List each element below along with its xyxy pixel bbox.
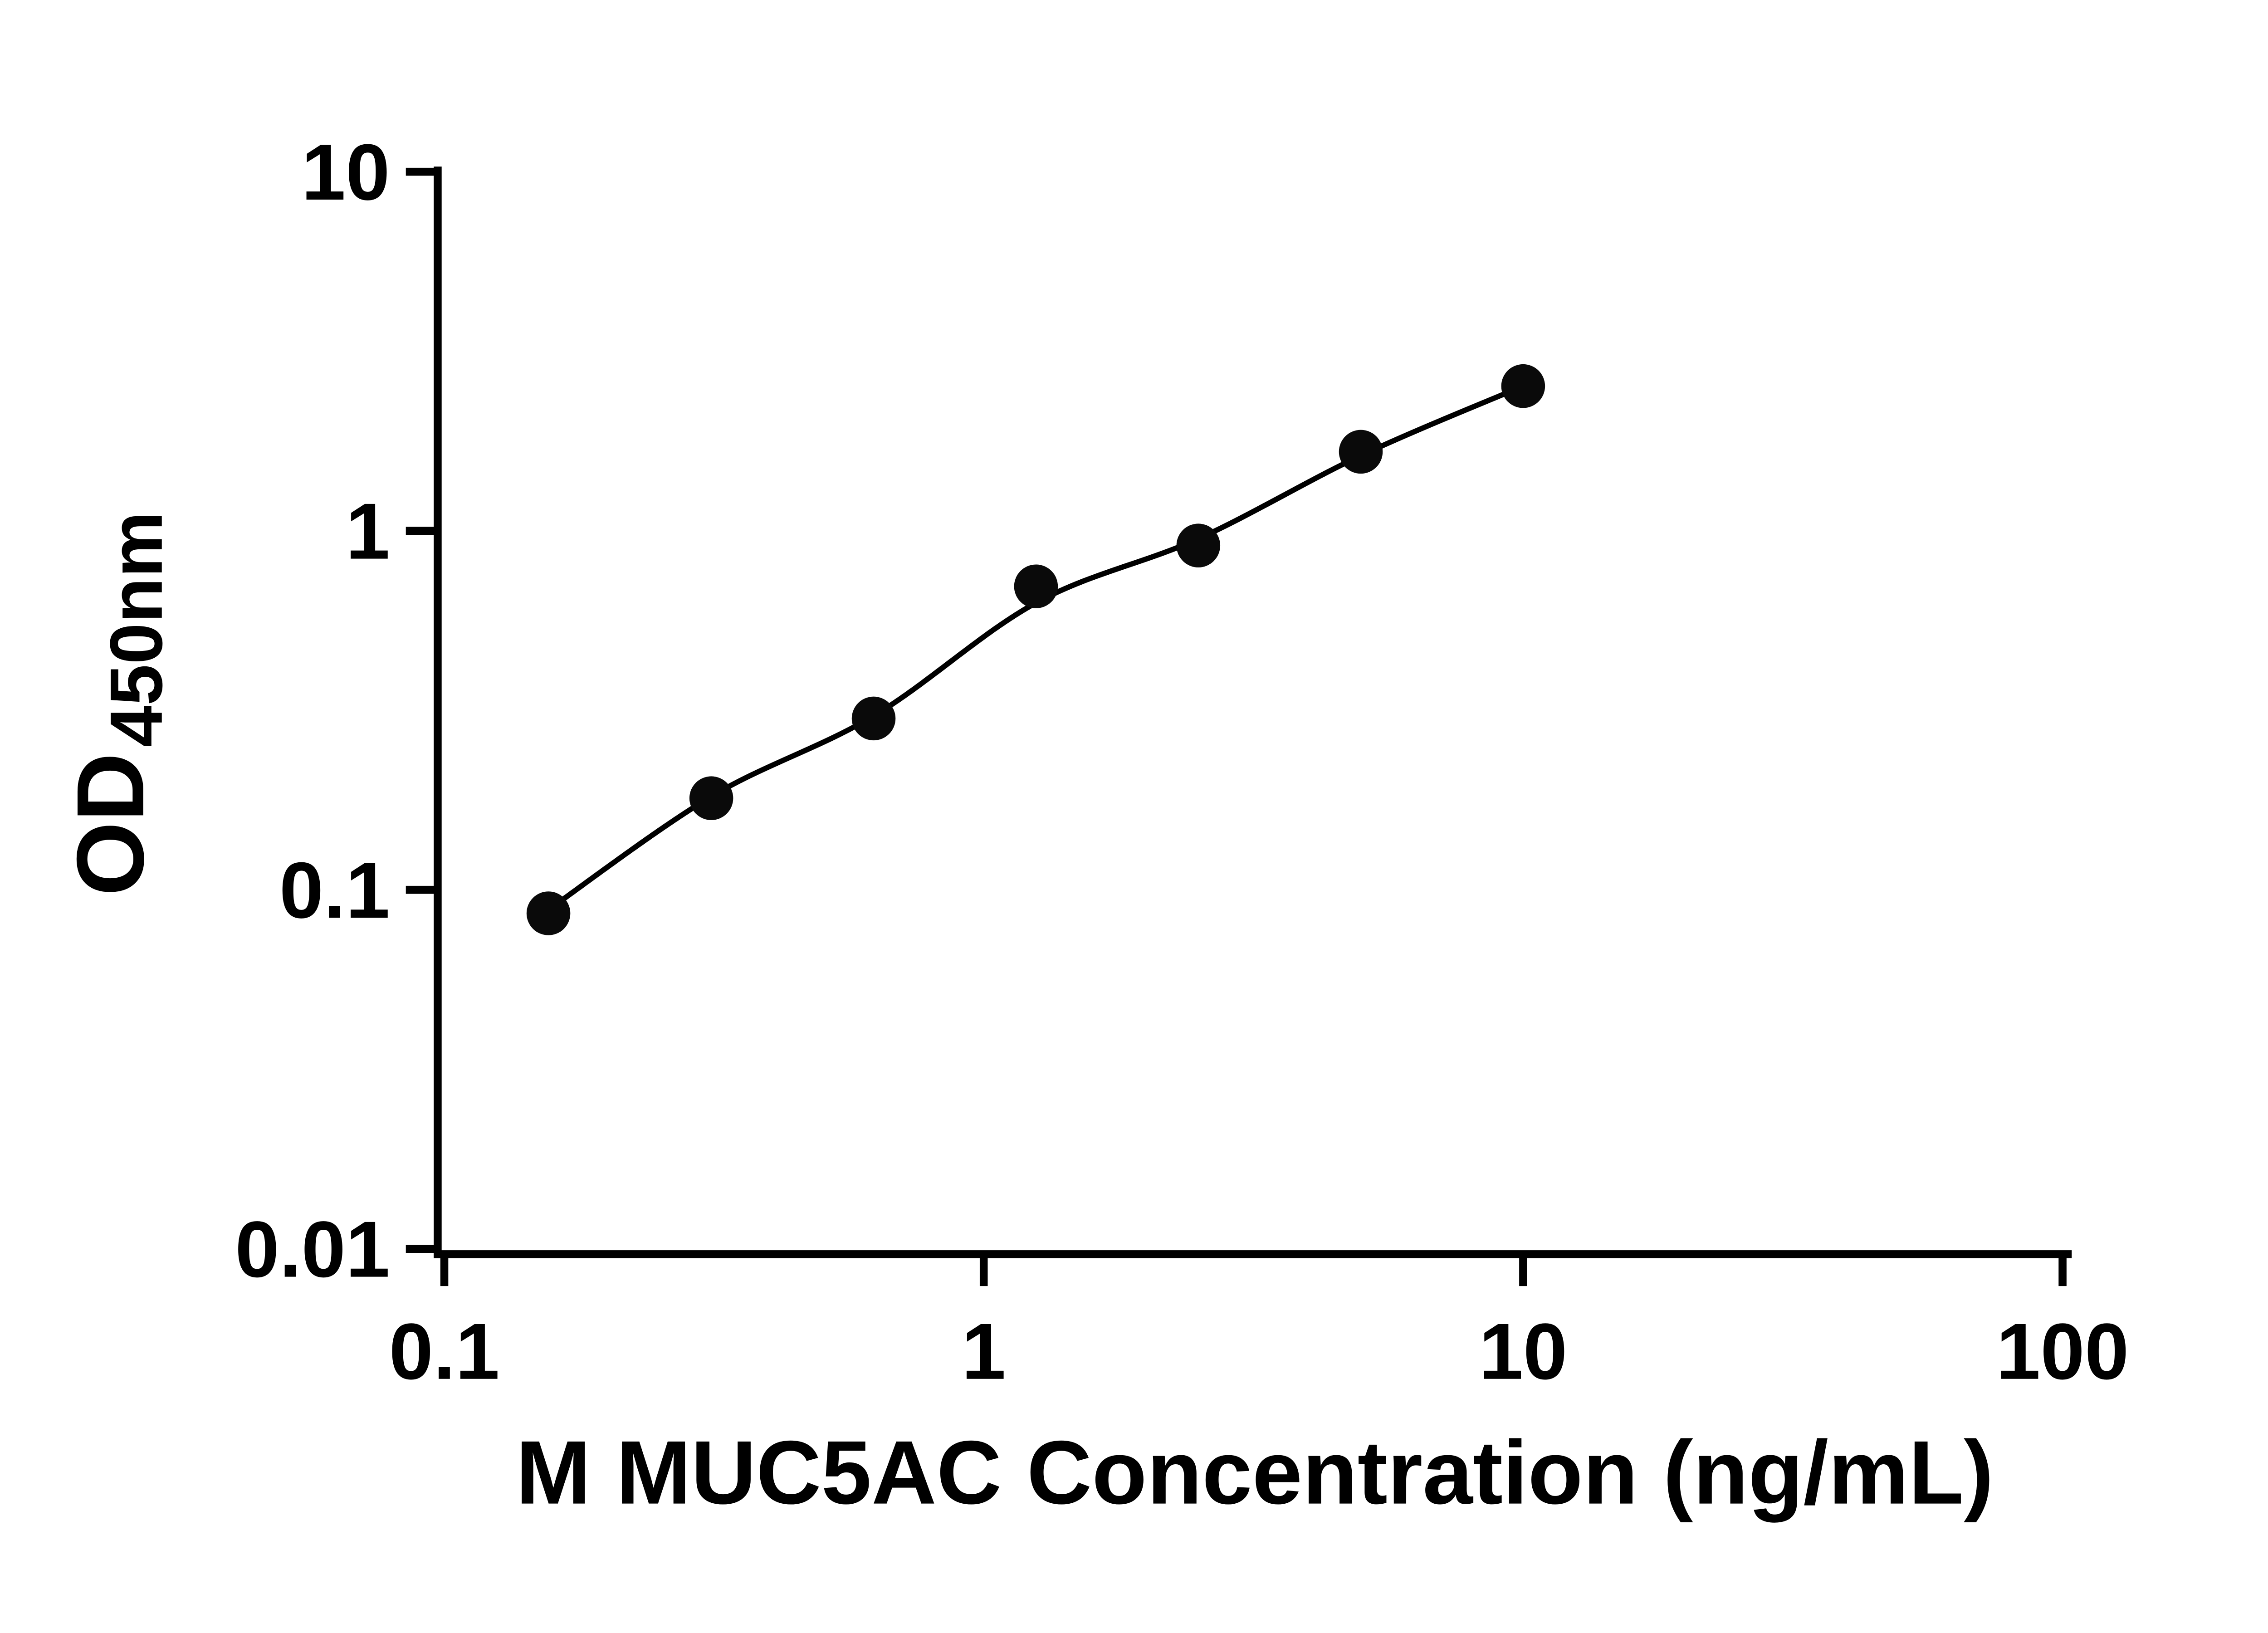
y-tick-label: 0.1: [279, 846, 390, 935]
data-points: [526, 364, 1545, 935]
tick-marks: [406, 167, 2067, 1286]
data-point: [851, 696, 896, 741]
y-tick-label: 0.01: [235, 1205, 390, 1294]
y-axis-title: OD 450nm: [57, 512, 178, 896]
data-point: [689, 776, 733, 820]
y-axis-title-subscript: 450nm: [95, 512, 178, 747]
x-tick-label: 1: [962, 1307, 1006, 1396]
data-point: [526, 891, 571, 935]
data-point: [1014, 564, 1058, 608]
y-tick-label: 10: [302, 128, 390, 217]
data-point: [1501, 364, 1545, 408]
x-tick-label: 10: [1479, 1307, 1567, 1396]
x-axis-title: M MUC5AC Concentration (ng/mL): [516, 1423, 1994, 1523]
x-tick-label: 100: [1996, 1307, 2129, 1396]
x-tick-label: 0.1: [389, 1307, 500, 1396]
tick-labels: 0.1 1 10 100 0.01 0.1 1 10: [235, 128, 2129, 1396]
y-axis-title-main: OD: [57, 753, 164, 896]
y-tick-label: 1: [346, 487, 390, 576]
data-point: [1176, 523, 1221, 567]
axes: [434, 166, 2072, 1258]
data-point: [1339, 430, 1383, 474]
